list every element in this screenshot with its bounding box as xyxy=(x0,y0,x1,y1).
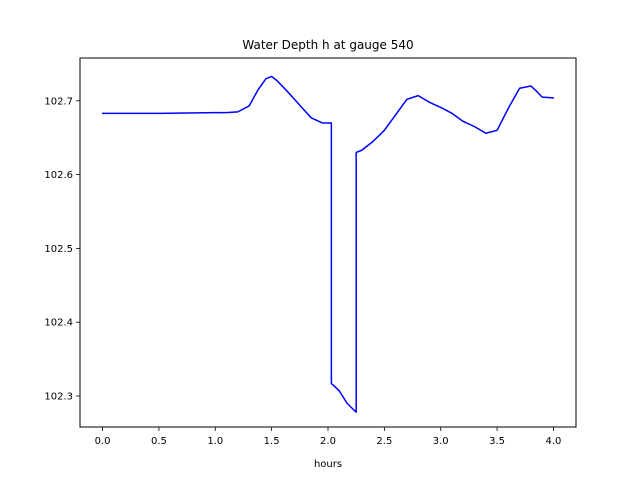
x-tick-label: 4.0 xyxy=(546,436,562,447)
y-tick-label: 102.4 xyxy=(44,318,73,329)
chart-title: Water Depth h at gauge 540 xyxy=(242,38,413,52)
x-tick-label: 1.5 xyxy=(264,436,280,447)
y-tick-label: 102.5 xyxy=(44,244,73,255)
x-axis: 0.0 0.5 1.0 1.5 2.0 2.5 3.0 3.5 4.0 xyxy=(95,427,562,447)
series-line-0 xyxy=(101,75,555,413)
y-tick-label: 102.3 xyxy=(44,392,73,403)
x-tick-label: 3.0 xyxy=(433,436,449,447)
x-tick-label: 0.5 xyxy=(151,436,167,447)
x-tick-label: 2.0 xyxy=(320,436,336,447)
y-tick-label: 102.7 xyxy=(44,96,73,107)
x-tick-label: 0.0 xyxy=(95,436,111,447)
x-tick-label: 3.5 xyxy=(489,436,505,447)
x-tick-label: 2.5 xyxy=(376,436,392,447)
y-axis: 102.3 102.4 102.5 102.6 102.7 xyxy=(44,96,80,403)
y-tick-label: 102.6 xyxy=(44,170,73,181)
plot-area xyxy=(101,75,555,413)
x-tick-label: 1.0 xyxy=(207,436,223,447)
x-axis-label: hours xyxy=(314,459,342,470)
